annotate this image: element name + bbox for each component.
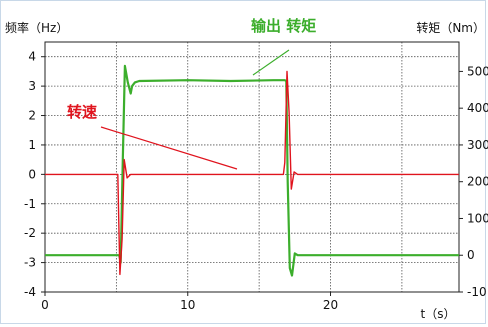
- left-axis-ticks: 4 3 2 1 0 -1 -2 -3 -4: [24, 50, 45, 299]
- left-tick-label: -4: [24, 285, 36, 299]
- right-tick-label: 200: [467, 175, 488, 189]
- right-axis-label: 转矩（Nm）: [416, 20, 485, 35]
- x-tick-label: 10: [180, 298, 195, 312]
- left-tick-label: -2: [24, 226, 36, 240]
- left-tick-label: -3: [24, 256, 36, 270]
- left-tick-label: 0: [28, 167, 36, 181]
- right-tick-label: 300: [467, 138, 488, 152]
- series-lines: [45, 64, 459, 277]
- annotation-speed: 转速: [67, 103, 97, 121]
- annotation-output-torque: 输出 转矩: [251, 17, 316, 35]
- right-tick-label: -10: [467, 285, 487, 299]
- annotation-output-torque-pointer: [252, 49, 290, 76]
- right-axis-ticks: 500 400 300 200 100 0 -10: [459, 64, 488, 299]
- right-tick-label: 0: [467, 248, 475, 262]
- x-tick-label: 0: [41, 298, 49, 312]
- x-axis-label: t（s）: [421, 307, 456, 321]
- right-tick-label: 400: [467, 101, 488, 115]
- left-tick-label: 3: [28, 79, 36, 93]
- left-tick-label: 4: [28, 50, 36, 64]
- series-speed-line: [45, 70, 459, 276]
- right-tick-label: 500: [467, 64, 488, 78]
- left-tick-label: -1: [24, 197, 36, 211]
- x-axis-ticks: 0 10 20: [41, 292, 338, 312]
- plot-area-border: [44, 41, 460, 293]
- left-tick-label: 1: [28, 138, 36, 152]
- annotation-speed-pointer: [100, 126, 238, 170]
- x-tick-label: 20: [323, 298, 338, 312]
- left-tick-label: 2: [28, 109, 36, 123]
- series-output-torque-line: [45, 64, 459, 277]
- right-tick-label: 100: [467, 211, 488, 225]
- left-axis-label: 频率（Hz）: [5, 20, 68, 35]
